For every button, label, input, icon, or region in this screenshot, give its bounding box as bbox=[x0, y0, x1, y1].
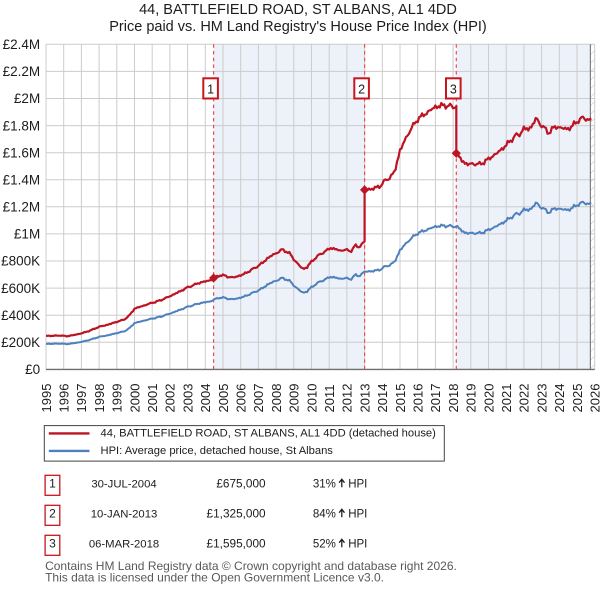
svg-text:HPI: HPI bbox=[348, 478, 367, 490]
svg-text:2024: 2024 bbox=[552, 384, 567, 413]
svg-text:1997: 1997 bbox=[74, 384, 89, 413]
svg-text:HPI: HPI bbox=[348, 508, 367, 520]
svg-text:£1.2M: £1.2M bbox=[3, 200, 41, 215]
svg-text:2026: 2026 bbox=[588, 384, 600, 413]
svg-text:52%: 52% bbox=[313, 538, 336, 550]
svg-text:84%: 84% bbox=[313, 508, 336, 520]
svg-text:2003: 2003 bbox=[180, 384, 195, 413]
svg-text:2022: 2022 bbox=[517, 384, 532, 413]
svg-text:HPI: HPI bbox=[348, 538, 367, 550]
svg-text:2015: 2015 bbox=[393, 384, 408, 413]
svg-text:31%: 31% bbox=[313, 478, 336, 490]
svg-text:3: 3 bbox=[450, 82, 457, 96]
svg-text:2011: 2011 bbox=[322, 385, 337, 413]
svg-text:£2.4M: £2.4M bbox=[3, 37, 41, 52]
svg-text:2002: 2002 bbox=[163, 384, 178, 413]
svg-text:£800K: £800K bbox=[1, 254, 40, 269]
svg-text:2016: 2016 bbox=[411, 384, 426, 413]
svg-text:2009: 2009 bbox=[287, 384, 302, 413]
svg-text:This data is licensed under th: This data is licensed under the Open Gov… bbox=[45, 570, 384, 584]
svg-text:£1.6M: £1.6M bbox=[3, 145, 41, 160]
svg-text:2007: 2007 bbox=[251, 384, 266, 413]
svg-text:2023: 2023 bbox=[534, 384, 549, 413]
svg-text:2: 2 bbox=[358, 82, 365, 96]
svg-text:2000: 2000 bbox=[127, 384, 142, 413]
svg-text:10-JAN-2013: 10-JAN-2013 bbox=[91, 508, 158, 520]
svg-text:Contains HM Land Registry data: Contains HM Land Registry data © Crown c… bbox=[45, 559, 457, 573]
svg-text:£1.4M: £1.4M bbox=[3, 173, 41, 188]
svg-text:2005: 2005 bbox=[216, 384, 231, 413]
svg-text:2014: 2014 bbox=[375, 384, 390, 413]
svg-text:£400K: £400K bbox=[1, 308, 40, 323]
svg-text:2010: 2010 bbox=[304, 384, 319, 413]
svg-text:2012: 2012 bbox=[340, 384, 355, 413]
svg-text:£1,595,000: £1,595,000 bbox=[207, 536, 266, 550]
svg-text:3: 3 bbox=[49, 536, 56, 550]
svg-text:£2M: £2M bbox=[14, 91, 40, 106]
svg-text:£1M: £1M bbox=[14, 227, 40, 242]
svg-text:2020: 2020 bbox=[481, 384, 496, 413]
svg-text:£1.8M: £1.8M bbox=[3, 118, 41, 133]
svg-text:1: 1 bbox=[49, 476, 56, 490]
svg-text:1999: 1999 bbox=[110, 384, 125, 413]
svg-text:2006: 2006 bbox=[234, 384, 249, 413]
svg-text:2019: 2019 bbox=[464, 384, 479, 413]
svg-text:06-MAR-2018: 06-MAR-2018 bbox=[89, 538, 159, 550]
svg-text:£1,325,000: £1,325,000 bbox=[207, 506, 266, 520]
svg-text:44, BATTLEFIELD ROAD, ST ALBAN: 44, BATTLEFIELD ROAD, ST ALBANS, AL1 4DD bbox=[139, 2, 457, 18]
svg-text:30-JUL-2004: 30-JUL-2004 bbox=[91, 478, 156, 490]
svg-text:2021: 2021 bbox=[499, 384, 514, 413]
svg-text:£675,000: £675,000 bbox=[216, 476, 266, 490]
svg-text:2017: 2017 bbox=[428, 384, 443, 413]
svg-text:1995: 1995 bbox=[39, 384, 54, 413]
svg-text:2013: 2013 bbox=[357, 384, 372, 413]
svg-text:£200K: £200K bbox=[1, 335, 40, 350]
svg-text:2: 2 bbox=[49, 506, 56, 520]
svg-text:2001: 2001 bbox=[145, 384, 160, 413]
svg-text:2018: 2018 bbox=[446, 384, 461, 413]
svg-text:£2.2M: £2.2M bbox=[3, 64, 41, 79]
svg-text:2025: 2025 bbox=[570, 384, 585, 413]
svg-text:1998: 1998 bbox=[92, 384, 107, 413]
svg-text:Price paid vs. HM Land Registr: Price paid vs. HM Land Registry's House … bbox=[109, 19, 487, 35]
svg-text:44, BATTLEFIELD ROAD, ST ALBAN: 44, BATTLEFIELD ROAD, ST ALBANS, AL1 4DD… bbox=[101, 428, 437, 440]
svg-text:HPI: Average price, detached h: HPI: Average price, detached house, St A… bbox=[101, 445, 334, 457]
svg-text:2004: 2004 bbox=[198, 384, 213, 413]
svg-text:£0: £0 bbox=[25, 362, 40, 377]
svg-text:2008: 2008 bbox=[269, 384, 284, 413]
svg-text:1996: 1996 bbox=[57, 384, 72, 413]
svg-text:1: 1 bbox=[207, 82, 214, 96]
svg-text:£600K: £600K bbox=[1, 281, 40, 296]
